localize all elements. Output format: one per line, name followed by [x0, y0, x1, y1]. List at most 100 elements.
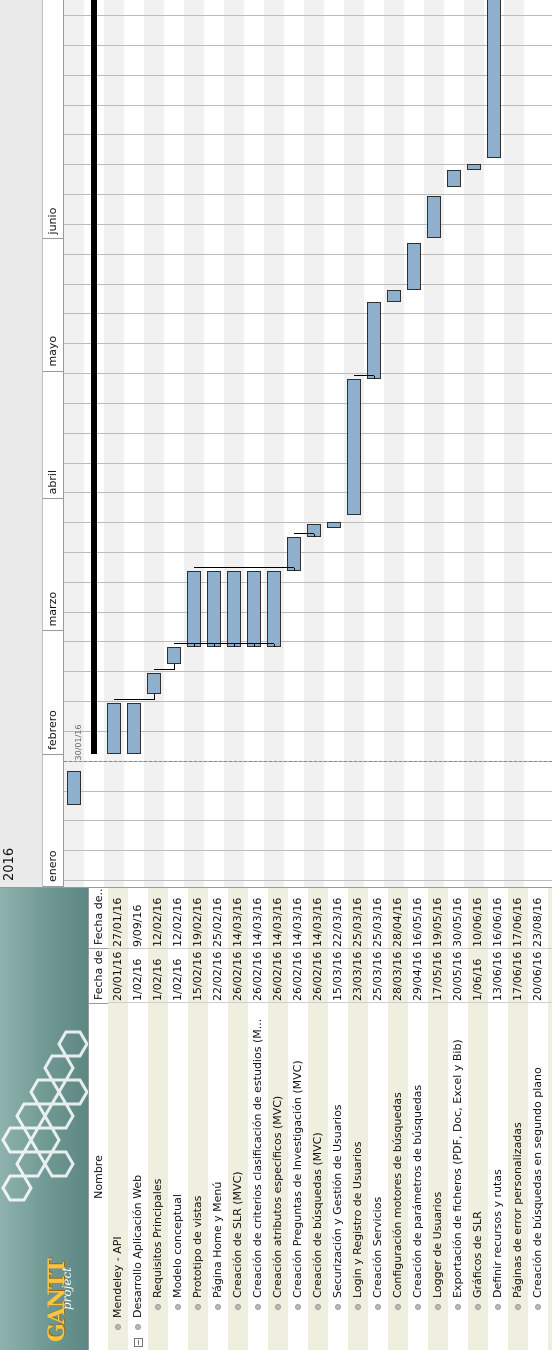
table-row[interactable]: Barras de carga para mostrar búsquedas (… — [548, 888, 552, 1350]
task-bar[interactable] — [267, 570, 281, 648]
dependency-arrow — [234, 644, 235, 648]
table-row[interactable]: Exportación de ficheros (PDF, Doc, Excel… — [448, 888, 468, 1350]
week-gridline — [64, 283, 552, 285]
task-start-date: 17/05/16 — [431, 951, 444, 1001]
task-name: Barras de carga para mostrar búsquedas (… — [548, 1005, 552, 1298]
chart-row-stripe — [324, 0, 344, 887]
table-row[interactable]: Páginas de error personalizadas 17/06/16 1… — [508, 888, 528, 1350]
task-bullet-icon — [295, 1304, 301, 1310]
table-header: Nombre Fecha de i... Fecha de... — [88, 888, 110, 1350]
column-header-end[interactable]: Fecha de... — [92, 888, 105, 945]
task-bar[interactable] — [127, 702, 141, 754]
task-bullet-icon — [515, 1304, 521, 1310]
task-bar[interactable] — [407, 242, 421, 290]
task-start-date: 23/03/16 — [351, 951, 364, 1001]
task-bullet-icon — [375, 1304, 381, 1310]
table-row[interactable]: Logger de Usuarios 17/05/16 19/05/16 — [428, 888, 448, 1350]
task-end-date: 9/09/16 — [131, 904, 144, 947]
task-end-date: 16/06/16 — [491, 897, 504, 947]
table-row[interactable]: Creación de criterios clasificación de e… — [248, 888, 268, 1350]
table-row[interactable]: Creación atributos específicos (MVC) 26/0… — [268, 888, 288, 1350]
summary-bar[interactable] — [91, 0, 97, 754]
chart-row-stripe — [464, 0, 484, 887]
task-bar[interactable] — [67, 770, 81, 806]
week-gridline — [64, 45, 552, 47]
table-row[interactable]: Creación de parámetros de búsquedas 29/04… — [408, 888, 428, 1350]
timeline-month-marzo: marzo — [43, 591, 63, 632]
task-bar[interactable] — [167, 647, 181, 665]
table-row[interactable]: Creación Preguntas de Investigación (MVC… — [288, 888, 308, 1350]
table-row[interactable]: Gráficos de SLR 1/06/16 10/06/16 — [468, 888, 488, 1350]
timeline-month-febrero: febrero — [43, 710, 63, 755]
task-bar[interactable] — [447, 170, 461, 188]
cell-divider — [348, 948, 368, 949]
table-row[interactable]: Página Home y Menú 22/02/16 25/02/16 — [208, 888, 228, 1350]
task-start-date: 15/03/16 — [331, 951, 344, 1001]
cell-divider — [448, 948, 468, 949]
cell-divider — [328, 948, 348, 949]
task-start-date: 25/03/16 — [371, 951, 384, 1001]
task-bar[interactable] — [207, 570, 221, 648]
table-row[interactable]: Creación Servicios 25/03/16 25/03/16 — [368, 888, 388, 1350]
task-start-date: 24/08/16 — [548, 949, 552, 1001]
task-name: Creación de búsquedas (MVC) — [311, 1132, 324, 1298]
task-end-date: 30/05/16 — [451, 897, 464, 947]
task-name: Creación de SLR (MVC) — [231, 1171, 244, 1298]
task-end-date: 28/04/16 — [391, 897, 404, 947]
table-row[interactable]: Creación de búsquedas (MVC) 26/02/16 14/03… — [308, 888, 328, 1350]
dependency-arrow — [154, 694, 155, 700]
table-row[interactable]: Modelo conceptual 1/02/16 12/02/16 — [168, 888, 188, 1350]
task-bar[interactable] — [187, 570, 201, 648]
table-row[interactable]: Requisitos Principales 1/02/16 12/02/16 — [148, 888, 168, 1350]
task-bullet-icon — [135, 1324, 141, 1330]
table-row[interactable]: Definir recursos y rutas 13/06/16 16/06/16 — [488, 888, 508, 1350]
week-gridline — [64, 223, 552, 225]
task-start-date: 17/06/16 — [511, 951, 524, 1001]
hexagon-pattern — [1, 1030, 88, 1202]
task-name: Configuración motores de búsquedas — [391, 1092, 404, 1298]
task-end-date: 14/03/16 — [251, 897, 264, 947]
column-header-name[interactable]: Nombre — [89, 1003, 109, 1350]
task-bar[interactable] — [347, 379, 361, 516]
task-bullet-icon — [215, 1304, 221, 1310]
today-label: 30/01/16 — [74, 724, 83, 761]
column-header-start[interactable]: Fecha de i... — [89, 948, 109, 1003]
table-row[interactable]: Creación de SLR (MVC) 26/02/16 14/03/16 — [228, 888, 248, 1350]
task-bar[interactable] — [327, 522, 341, 529]
task-bullet-icon — [115, 1324, 121, 1330]
task-end-date: 12/02/16 — [171, 897, 184, 947]
chart-row-stripe — [184, 0, 204, 887]
cell-divider — [548, 1002, 552, 1003]
week-gridline — [64, 432, 552, 434]
table-row[interactable]: Creación de búsquedas en segundo plano 20… — [528, 888, 548, 1350]
task-bar[interactable] — [107, 702, 121, 754]
task-start-date: 22/02/16 — [211, 951, 224, 1001]
task-bar[interactable] — [427, 195, 441, 239]
dependency-arrow — [194, 644, 195, 648]
week-gridline — [64, 74, 552, 76]
table-row[interactable]: − Desarrollo Aplicación Web 1/02/16 9/09/16 — [128, 888, 148, 1350]
task-bar[interactable] — [467, 164, 481, 171]
task-bullet-icon — [435, 1304, 441, 1310]
cell-divider — [288, 948, 308, 949]
task-bar[interactable] — [247, 570, 261, 648]
task-bar[interactable] — [227, 570, 241, 648]
task-bar[interactable] — [387, 289, 401, 303]
task-end-date: 19/05/16 — [431, 897, 444, 947]
table-row[interactable]: Configuración motores de búsquedas 28/03/… — [388, 888, 408, 1350]
chart-row-stripe — [404, 0, 424, 887]
chart-row-stripe — [164, 0, 184, 887]
task-bar[interactable] — [287, 536, 301, 571]
table-row[interactable]: Securización y Gestión de Usuarios 15/03/… — [328, 888, 348, 1350]
task-bar[interactable] — [147, 673, 161, 695]
task-bar[interactable] — [487, 0, 501, 158]
table-row[interactable]: Login y Registro de Usuarios 23/03/16 25/0… — [348, 888, 368, 1350]
task-name: Exportación de ficheros (PDF, Doc, Excel… — [451, 1039, 464, 1298]
table-row[interactable]: Mendeley - API 20/01/16 27/01/16 — [108, 888, 128, 1350]
table-row[interactable]: Prototipo de vistas 15/02/16 19/02/16 — [188, 888, 208, 1350]
today-marker — [64, 760, 552, 763]
task-bar[interactable] — [367, 302, 381, 380]
collapse-toggle-icon[interactable]: − — [134, 1338, 143, 1347]
cell-divider — [128, 1002, 148, 1003]
